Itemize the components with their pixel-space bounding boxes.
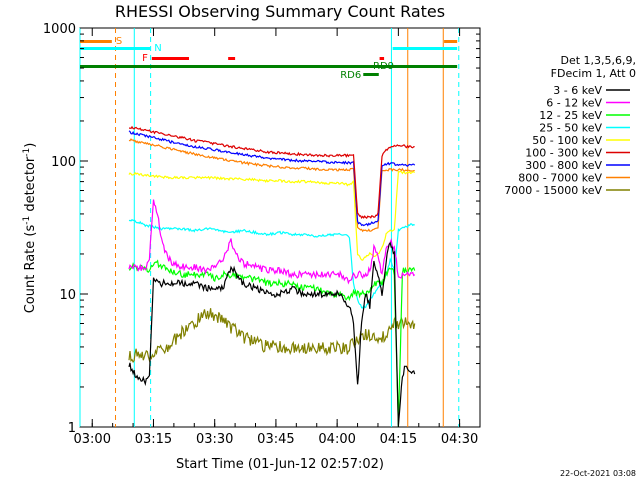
y-tick-label-3: 1000: [43, 22, 76, 37]
flag-n-segment-1: [392, 47, 458, 50]
flag-f-segment-1: [228, 57, 236, 60]
legend-header-1: FDecim 1, Att 0: [551, 67, 636, 80]
flag-f-segment-2: [379, 57, 385, 60]
legend-label-8: 7000 - 15000 keV: [504, 184, 602, 197]
axes: 03:00 03:15 03:30 03:45 04:00 04:15 04:30 1 10 10…: [43, 22, 481, 447]
x-tick-label-1: 03:15: [135, 432, 172, 447]
y-tick-label-2: 100: [51, 155, 76, 170]
series-line-0: [128, 241, 416, 426]
legend: Det 1,3,5,6,9,FDecim 1, Att 0 3 - 6 keV6 …: [504, 54, 636, 197]
flag-n-segment-0: [80, 47, 151, 50]
series-line-5: [129, 125, 415, 220]
legend-header-0: Det 1,3,5,6,9,: [560, 54, 636, 67]
x-tick-label-4: 04:00: [318, 432, 355, 447]
x-tick-label-6: 04:30: [441, 432, 478, 447]
legend-label-2: 12 - 25 keV: [539, 109, 602, 122]
legend-label-3: 25 - 50 keV: [539, 122, 602, 135]
plot-frame: [79, 27, 481, 428]
x-axis-label: Start Time (01-Jun-12 02:57:02): [176, 457, 384, 472]
legend-label-1: 6 - 12 keV: [546, 97, 602, 110]
series-line-3: [128, 218, 415, 309]
vertical-markers: [79, 28, 460, 427]
flag-label-s: S: [116, 36, 122, 47]
flag-bars: S NF RD9 RD6: [80, 36, 458, 81]
chart-title: RHESSI Observing Summary Count Rates: [115, 2, 445, 21]
flag-s-segment-0: [80, 40, 112, 43]
series-line-6: [128, 130, 416, 227]
y-tick-label-1: 10: [59, 288, 76, 303]
legend-label-6: 300 - 800 keV: [525, 159, 602, 172]
x-tick-label-5: 04:15: [380, 432, 417, 447]
series-line-8: [128, 308, 416, 364]
flag-label-rd9: RD9: [373, 61, 394, 72]
legend-label-0: 3 - 6 keV: [553, 84, 602, 97]
x-tick-label-3: 03:45: [257, 432, 294, 447]
footer-date: 22-Oct-2021 03:08: [560, 469, 636, 478]
flag-label-f: F: [142, 53, 148, 64]
flag-label-n: N: [154, 43, 161, 54]
series-line-4: [128, 170, 416, 261]
legend-label-5: 100 - 300 keV: [525, 147, 602, 160]
series-line-7: [128, 138, 415, 233]
x-tick-label-0: 03:00: [74, 432, 111, 447]
legend-label-7: 800 - 7000 keV: [518, 172, 602, 185]
x-tick-label-2: 03:30: [196, 432, 233, 447]
flag-label-rd6: RD6: [340, 70, 361, 81]
series-layer: [128, 125, 416, 428]
legend-label-4: 50 - 100 keV: [532, 134, 602, 147]
y-axis-label: Count Rate (s-1 detector-1): [22, 143, 38, 314]
flag-rd6-segment-0: [363, 73, 379, 76]
flag-rd9-segment-0: [80, 65, 458, 68]
series-line-1: [128, 199, 416, 285]
flag-s-segment-1: [444, 40, 458, 43]
y-tick-label-0: 1: [68, 421, 76, 436]
flag-f-segment-0: [151, 57, 189, 60]
series-line-2: [128, 259, 416, 428]
